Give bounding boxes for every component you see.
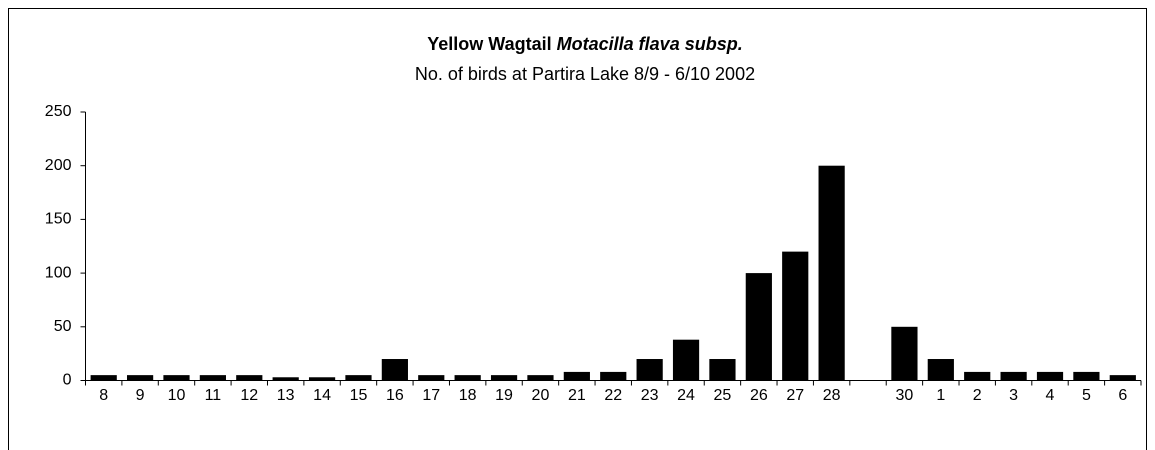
x-tick-label: 9 — [136, 387, 145, 404]
x-tick-label: 4 — [1046, 387, 1055, 404]
bar — [527, 375, 554, 381]
x-tick-label: 5 — [1082, 387, 1091, 404]
x-tick-label: 19 — [495, 387, 513, 404]
x-tick-label: 20 — [532, 387, 550, 404]
x-tick-label: 24 — [677, 387, 695, 404]
bar — [672, 339, 700, 381]
x-tick-label: 28 — [823, 387, 841, 404]
bar — [345, 375, 372, 381]
x-tick-label: 8 — [99, 387, 108, 404]
x-tick-label: 2 — [973, 387, 982, 404]
bar — [745, 273, 772, 381]
y-tick-label: 0 — [63, 372, 72, 389]
y-tick-label: 250 — [45, 103, 72, 120]
bar — [454, 375, 481, 381]
x-tick-label: 18 — [459, 387, 477, 404]
x-tick-label: 6 — [1118, 387, 1127, 404]
x-tick-label: 23 — [641, 387, 659, 404]
x-tick-label: 27 — [786, 387, 804, 404]
y-tick-label: 100 — [45, 264, 72, 281]
y-tick-label: 50 — [54, 318, 72, 335]
bar — [90, 375, 117, 381]
bar — [818, 165, 845, 381]
bar — [1000, 371, 1027, 381]
bar — [126, 375, 154, 381]
bar — [490, 375, 518, 381]
bar — [1109, 375, 1136, 381]
x-tick-label: 30 — [896, 387, 914, 404]
x-tick-label: 21 — [568, 387, 586, 404]
x-tick-label: 12 — [240, 387, 258, 404]
y-tick-label: 200 — [45, 157, 72, 174]
x-tick-label: 17 — [422, 387, 440, 404]
bar — [163, 375, 190, 381]
bar — [563, 371, 590, 381]
bar — [199, 375, 226, 381]
bar — [636, 359, 663, 381]
bar — [709, 359, 736, 381]
x-tick-label: 10 — [168, 387, 186, 404]
x-tick-label: 1 — [936, 387, 945, 404]
x-tick-label: 22 — [604, 387, 622, 404]
x-tick-label: 13 — [277, 387, 295, 404]
x-tick-label: 16 — [386, 387, 404, 404]
x-tick-label: 11 — [205, 387, 222, 404]
chart-title: Yellow Wagtail Motacilla flava subsp. — [427, 34, 742, 54]
chart-border — [8, 8, 1147, 450]
x-tick-label: 15 — [350, 387, 368, 404]
x-tick-label: 3 — [1009, 387, 1018, 404]
bar — [782, 251, 809, 381]
x-tick-label: 14 — [313, 387, 331, 404]
bar — [236, 375, 263, 381]
bar — [1036, 371, 1064, 381]
bar — [418, 375, 445, 381]
title-species: Motacilla flava subsp. — [557, 34, 743, 54]
x-tick-label: 25 — [714, 387, 732, 404]
title-common: Yellow Wagtail — [427, 34, 551, 54]
bar — [964, 371, 991, 381]
x-tick-label: 26 — [750, 387, 768, 404]
chart-subtitle: No. of birds at Partira Lake 8/9 - 6/10 … — [415, 64, 755, 84]
y-tick-label: 150 — [45, 211, 72, 228]
bar — [1073, 371, 1100, 381]
bar — [927, 359, 954, 381]
bar — [600, 371, 627, 381]
bar — [308, 377, 336, 381]
bar — [891, 326, 918, 381]
bar — [381, 359, 408, 381]
bar — [272, 377, 299, 381]
